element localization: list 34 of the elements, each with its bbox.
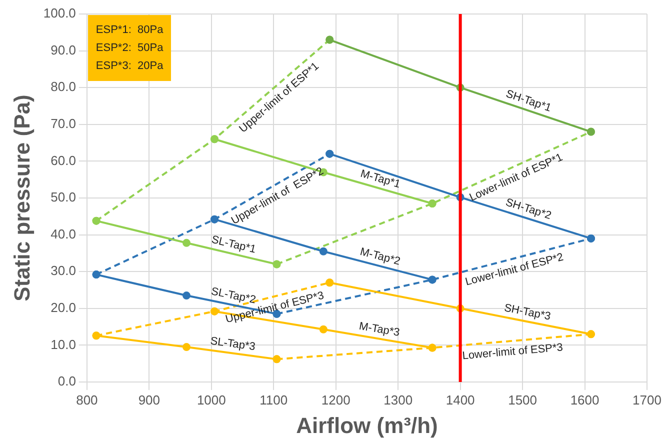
text: SH-Tap*3: [503, 302, 552, 323]
x-tick-label: 1400: [446, 392, 475, 408]
x-tick-label: 1700: [632, 392, 662, 408]
y-tick-label: 90.0: [50, 42, 76, 58]
text: SL-Tap*3: [210, 335, 256, 354]
y-tick-label: 100.0: [43, 6, 76, 21]
text: SL-Tap*1: [210, 234, 258, 256]
text: M-Tap*1: [359, 168, 402, 191]
annotation: ESP*2: 50Pa: [96, 41, 164, 56]
text: M-Tap*2: [358, 246, 402, 268]
x-tick-label: 1300: [384, 392, 413, 408]
y-tick-label: 50.0: [50, 190, 76, 205]
x-tick-label: 1500: [508, 392, 537, 408]
series-label: Lower-limit of ESP*3: [462, 342, 564, 362]
x-tick-label: 900: [138, 392, 160, 408]
y-tick-label: 0.0: [58, 374, 76, 389]
x-tick-label: 1000: [196, 392, 226, 408]
y-tick-label: 20.0: [50, 300, 76, 315]
x-tick-label: 1200: [321, 392, 350, 408]
y-tick-label: 80.0: [50, 79, 76, 94]
annotation: ESP*3: 20Pa: [96, 59, 164, 74]
text: SL-Tap*2: [210, 286, 257, 306]
y-axis-title: Static pressure (Pa): [9, 94, 34, 302]
text: M-Tap*3: [358, 320, 401, 340]
y-tick-label: 60.0: [50, 152, 76, 168]
y-tick-label: 40.0: [50, 226, 76, 242]
x-tick-label: 1600: [570, 392, 600, 408]
y-tick-label: 70.0: [50, 116, 76, 131]
annotation: ESP*1: 80Pa: [96, 23, 164, 38]
y-tick-label: 30.0: [50, 263, 76, 278]
y-tick-label: 10.0: [50, 336, 76, 352]
x-tick-label: 800: [76, 392, 98, 408]
x-tick-label: 1100: [260, 392, 288, 408]
x-axis-title: Airflow (m³/h): [296, 412, 438, 438]
